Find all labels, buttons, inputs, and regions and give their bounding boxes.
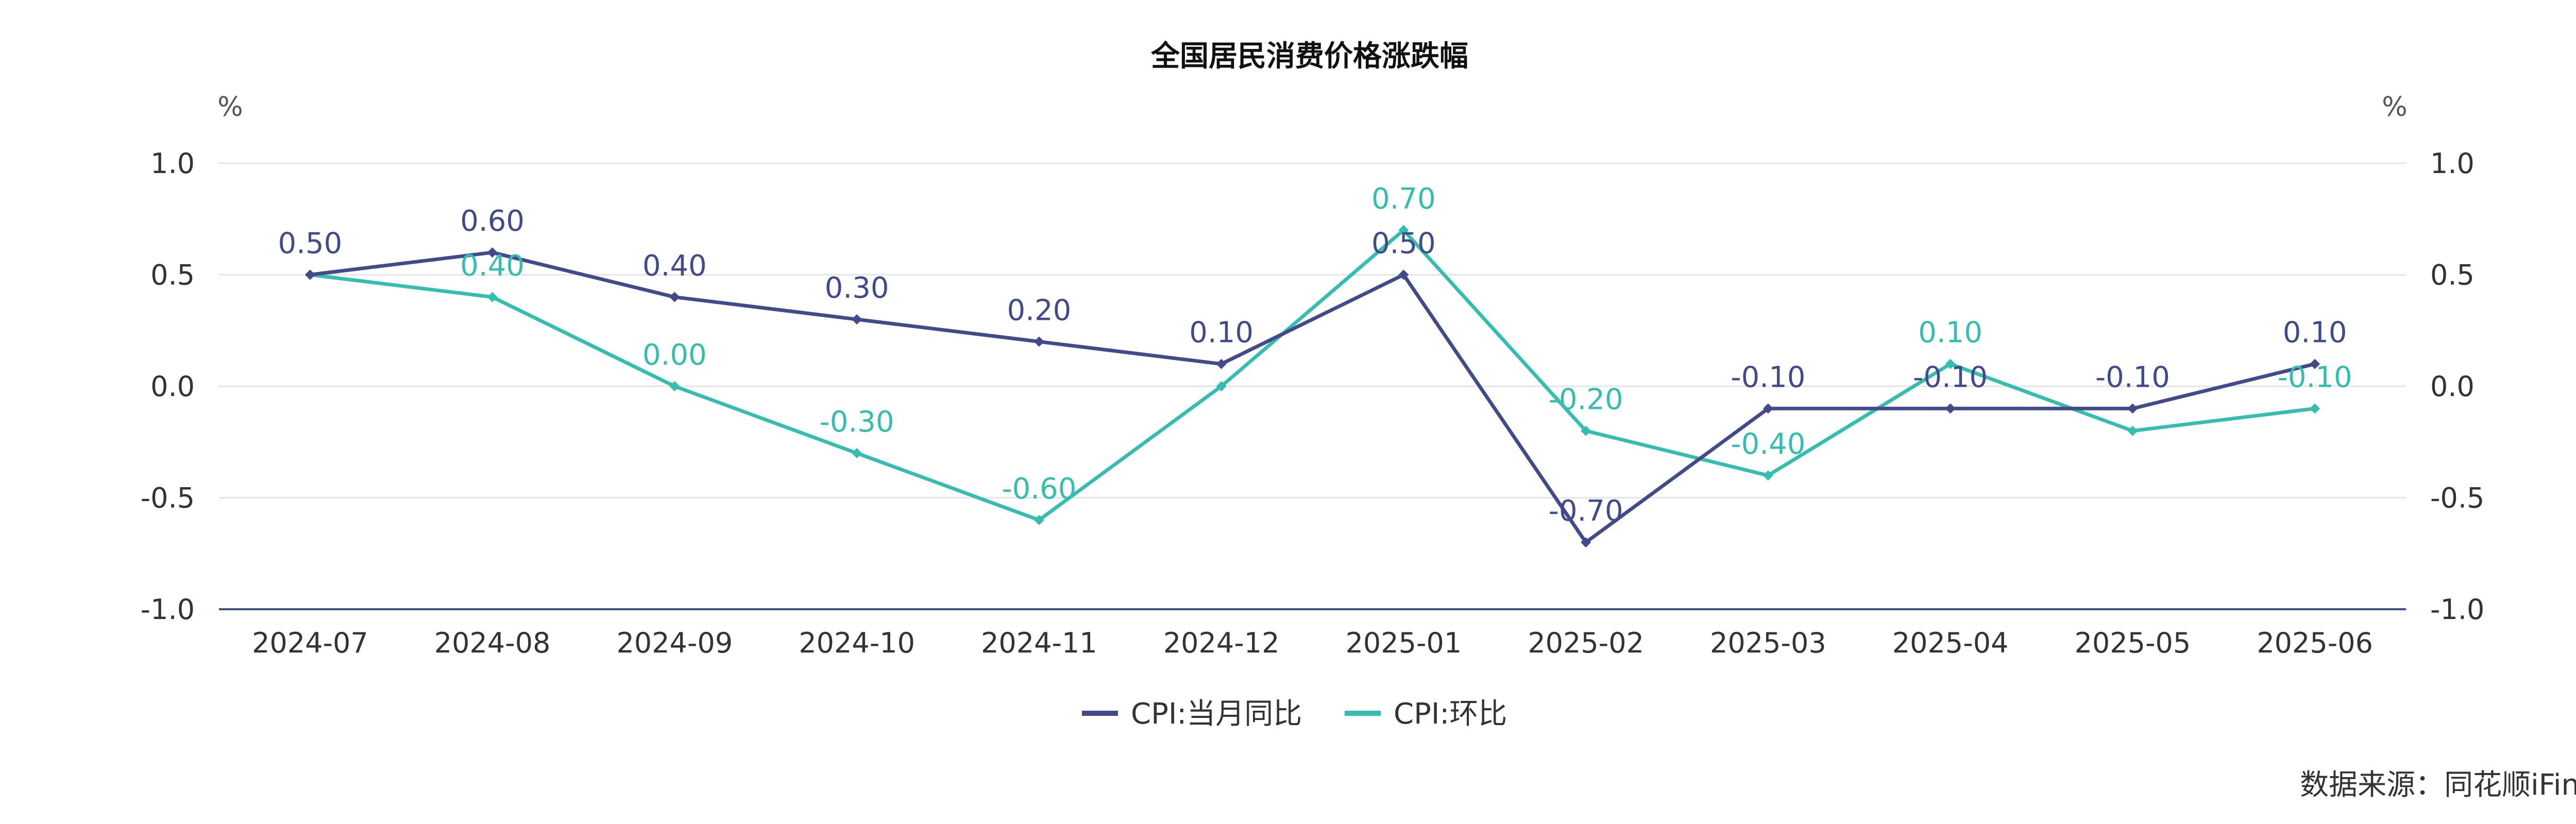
data-point-marker	[2310, 403, 2320, 414]
data-point-marker	[1581, 537, 1591, 548]
y-tick-label-right: -0.5	[2430, 482, 2484, 514]
series-line-2	[310, 228, 2315, 522]
data-label: -0.20	[1549, 383, 1623, 417]
data-point-marker	[852, 314, 862, 325]
data-source-note: 数据来源：同花顺iFinD	[2300, 768, 2576, 802]
data-point-marker	[1033, 514, 1044, 525]
y-tick-label-left: -1.0	[141, 593, 195, 626]
data-label: 0.10	[1189, 316, 1253, 350]
data-point-marker	[1216, 381, 1227, 391]
legend-label-1: CPI:当月同比	[1131, 697, 1302, 731]
data-point-marker	[1398, 269, 1409, 280]
data-label: -0.30	[820, 405, 894, 439]
y-tick-label-right: -1.0	[2430, 593, 2484, 626]
data-point-marker	[1398, 225, 1409, 235]
data-point-marker	[1945, 358, 1956, 369]
data-point-marker	[487, 291, 498, 302]
y-tick-label-right: 0.0	[2430, 370, 2475, 403]
data-label: -0.10	[1731, 360, 1805, 394]
data-point-marker	[1216, 358, 1227, 369]
chart-title: 全国居民消费价格涨跌幅	[1150, 40, 1468, 73]
x-tick-label: 2025-01	[1346, 627, 1462, 659]
y-axis-unit-left: %	[217, 92, 243, 123]
data-label: 0.10	[1918, 316, 1982, 350]
data-point-marker	[487, 247, 498, 258]
data-label: -0.70	[1549, 494, 1623, 528]
y-axis-unit-right: %	[2382, 92, 2407, 123]
data-label: 0.00	[642, 338, 707, 372]
data-label: -0.60	[1002, 472, 1076, 506]
data-point-marker	[669, 291, 680, 302]
data-label: 0.30	[825, 271, 889, 305]
y-tick-label-left: -0.5	[141, 482, 195, 514]
x-tick-label: 2025-05	[2075, 627, 2191, 659]
x-tick-label: 2024-09	[617, 627, 733, 659]
data-label: 0.50	[1371, 227, 1436, 261]
x-tick-label: 2025-02	[1528, 627, 1644, 659]
data-point-marker	[1945, 403, 1956, 414]
data-label: 0.60	[460, 204, 524, 238]
data-label: 0.50	[278, 227, 343, 261]
data-point-marker	[1762, 470, 1773, 481]
data-label: -0.10	[2278, 360, 2352, 394]
y-tick-label-left: 1.0	[150, 147, 195, 180]
legend-label-2: CPI:环比	[1394, 697, 1507, 731]
data-point-marker	[669, 381, 680, 391]
data-label: -0.10	[1913, 360, 1988, 394]
y-tick-label-right: 0.5	[2430, 259, 2475, 291]
data-label: -0.40	[1731, 427, 1805, 461]
x-tick-label: 2024-07	[252, 627, 368, 659]
data-point-marker	[2127, 403, 2138, 414]
data-label: 0.40	[642, 249, 707, 283]
data-point-marker	[852, 448, 862, 458]
x-tick-label: 2024-12	[1163, 627, 1280, 659]
data-label: 0.10	[2283, 316, 2347, 350]
data-label: -0.10	[2095, 360, 2170, 394]
data-point-marker	[2310, 358, 2320, 369]
data-label: 0.20	[1007, 294, 1072, 327]
data-point-marker	[1033, 336, 1044, 347]
data-point-marker	[304, 269, 315, 280]
x-tick-label: 2024-10	[799, 627, 915, 659]
series-line-1	[310, 250, 2315, 544]
x-tick-label: 2025-06	[2257, 627, 2373, 659]
x-tick-label: 2024-11	[981, 627, 1097, 659]
data-label: 0.40	[460, 249, 524, 283]
x-tick-label: 2025-04	[1892, 627, 2009, 659]
data-label: 0.70	[1371, 182, 1436, 216]
x-tick-label: 2025-03	[1710, 627, 1826, 659]
x-tick-label: 2024-08	[434, 627, 551, 659]
y-tick-label-left: 0.5	[150, 259, 195, 291]
data-point-marker	[1762, 403, 1773, 414]
y-tick-label-right: 1.0	[2430, 147, 2475, 180]
data-point-marker	[2127, 425, 2138, 436]
y-tick-label-left: 0.0	[150, 370, 195, 403]
data-point-marker	[1581, 425, 1591, 436]
